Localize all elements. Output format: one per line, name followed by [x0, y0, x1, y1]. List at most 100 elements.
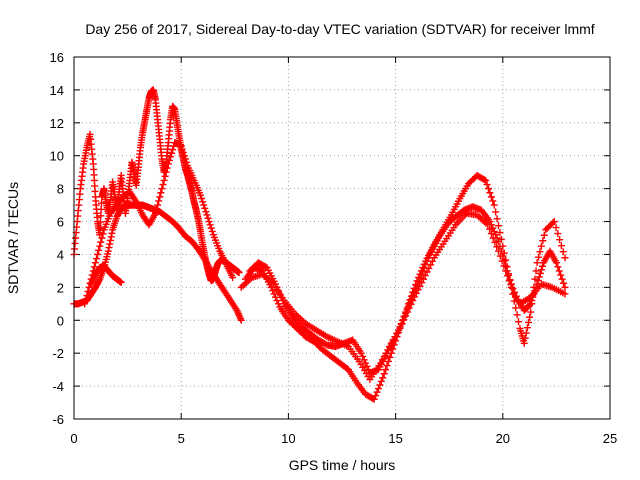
data-point: [82, 296, 90, 304]
data-point: [490, 201, 498, 209]
data-point: [360, 356, 368, 364]
data-point: [107, 233, 115, 241]
data-point: [411, 293, 419, 301]
data-point: [412, 281, 420, 289]
data-point: [95, 246, 103, 254]
data-point: [557, 242, 565, 250]
data-point: [495, 222, 503, 230]
chart-title: Day 256 of 2017, Sidereal Day-to-day VTE…: [85, 21, 594, 37]
series-3: [81, 139, 237, 308]
data-point: [549, 219, 557, 227]
data-point: [105, 244, 113, 252]
data-point: [533, 259, 541, 267]
data-point: [157, 189, 165, 197]
y-tick-label: 4: [57, 247, 64, 262]
data-point: [104, 247, 112, 255]
data-point: [166, 153, 174, 161]
y-tick-label: -2: [52, 346, 64, 361]
y-tick-label: 14: [50, 83, 64, 98]
y-tick-label: -4: [52, 379, 64, 394]
data-point: [206, 221, 214, 229]
data-point: [373, 388, 381, 396]
series-7: [237, 209, 569, 384]
data-point: [558, 275, 566, 283]
data-point: [531, 275, 539, 283]
data-point: [98, 234, 106, 242]
x-tick-label: 15: [388, 431, 402, 446]
data-point: [493, 243, 501, 251]
data-point: [403, 308, 411, 316]
data-point: [205, 218, 213, 226]
data-point: [410, 284, 418, 292]
data-point: [93, 255, 101, 263]
data-point: [535, 253, 543, 261]
data-point: [370, 395, 378, 403]
data-point: [552, 224, 560, 232]
data-point: [509, 284, 517, 292]
data-point: [97, 212, 105, 220]
data-point: [208, 227, 216, 235]
data-point: [480, 176, 488, 184]
y-tick-label: 2: [57, 280, 64, 295]
data-point: [83, 292, 91, 300]
data-point: [537, 266, 545, 274]
data-point: [198, 195, 206, 203]
grid: [74, 57, 610, 419]
data-point: [204, 214, 212, 222]
data-point: [418, 279, 426, 287]
data-point: [405, 304, 413, 312]
data-point: [162, 168, 170, 176]
data-point: [386, 353, 394, 361]
data-point: [428, 257, 436, 265]
data-point: [362, 359, 370, 367]
data-point: [500, 262, 508, 270]
data-point: [416, 270, 424, 278]
data-point: [181, 155, 189, 163]
data-point: [489, 197, 497, 205]
data-point: [510, 297, 518, 305]
data-point: [372, 392, 380, 400]
data-point: [409, 288, 417, 296]
data-point: [94, 250, 102, 258]
data-point: [514, 296, 522, 304]
data-point: [272, 293, 280, 301]
data-point: [155, 197, 163, 205]
data-point: [400, 316, 408, 324]
data-point: [502, 267, 510, 275]
data-point: [482, 176, 490, 184]
data-point: [489, 224, 497, 232]
data-point: [487, 193, 495, 201]
data-point: [505, 277, 513, 285]
data-point: [402, 312, 410, 320]
data-point: [492, 208, 500, 216]
data-point: [409, 297, 417, 305]
data-point: [178, 145, 186, 153]
data-point: [201, 204, 209, 212]
data-point: [425, 264, 433, 272]
data-point: [161, 172, 169, 180]
data-point: [177, 142, 185, 150]
data-point: [160, 176, 168, 184]
data-point: [521, 334, 529, 342]
data-point: [199, 198, 207, 206]
data-point: [200, 201, 208, 209]
data-point: [384, 357, 392, 365]
data-point: [495, 247, 503, 255]
data-point: [555, 267, 563, 275]
data-point: [489, 234, 497, 242]
data-point: [419, 264, 427, 272]
data-point: [84, 287, 92, 295]
data-point: [196, 191, 204, 199]
data-point: [274, 300, 282, 308]
data-point: [262, 263, 270, 271]
axis-tick-labels: 0 5 10 15 20 25 -6 -4 -2 0 2 4 6 8 10 12 14 16: [50, 50, 618, 446]
series-2: [70, 86, 243, 285]
data-point: [96, 242, 104, 250]
data-point: [235, 269, 243, 277]
data-point: [106, 236, 114, 244]
data-point: [536, 269, 544, 277]
data-point: [497, 235, 505, 243]
data-point: [90, 263, 98, 271]
data-point: [407, 300, 415, 308]
